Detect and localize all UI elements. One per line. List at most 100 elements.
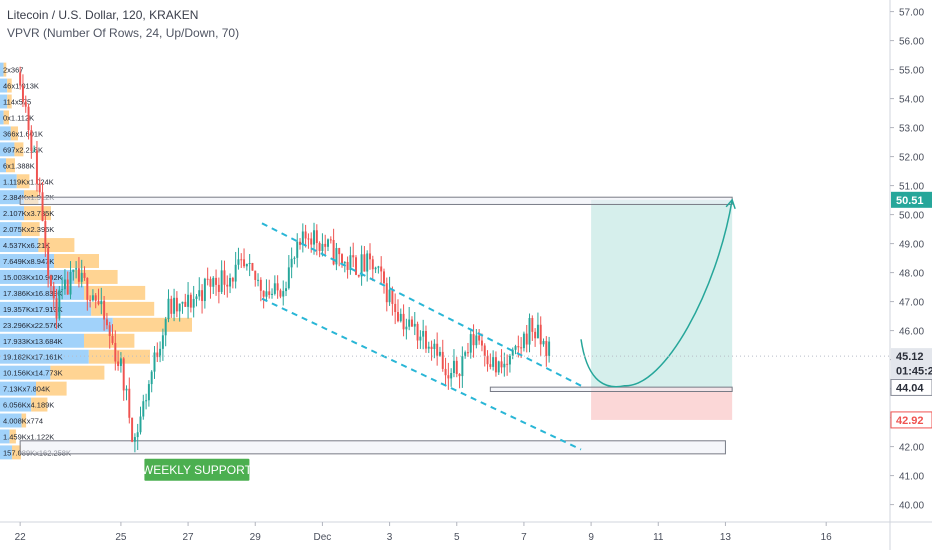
vp-bar-down: [91, 301, 155, 316]
candle-body: [181, 301, 184, 304]
candle-body: [226, 284, 229, 287]
vp-bar-down: [14, 142, 24, 157]
candle-body: [497, 361, 500, 373]
candle-body: [159, 348, 162, 358]
candle-body: [150, 371, 153, 385]
candle-body: [343, 261, 346, 264]
candle-body: [287, 267, 290, 289]
candle-body: [332, 240, 335, 265]
candle-body: [192, 298, 195, 308]
candle-body: [167, 298, 170, 320]
candle-body: [63, 279, 66, 290]
candle-body: [139, 416, 142, 433]
candle-body: [349, 255, 352, 270]
candle-body: [240, 259, 243, 261]
vp-bar-up: [0, 333, 84, 348]
x-tick-label: 29: [250, 532, 262, 543]
candle-body: [313, 230, 315, 245]
candle-body: [338, 248, 341, 255]
candle-body: [290, 258, 293, 268]
candle-body: [156, 352, 159, 358]
price-tag-last-text: 45.12: [896, 351, 924, 363]
vp-row-label: 4.537Kx6.21K: [3, 241, 50, 250]
vp-row-label: 2.075Kx2.396K: [3, 225, 54, 234]
vp-bar-down: [54, 254, 99, 268]
vp-bar-up: [0, 126, 11, 141]
candle-body: [145, 400, 148, 402]
candle-body: [318, 242, 321, 251]
candle-body: [480, 340, 483, 346]
candle-body: [77, 268, 80, 282]
candle-body: [511, 349, 514, 356]
candle-body: [525, 333, 528, 345]
vp-row-label: 0x1.112K: [3, 113, 34, 122]
candle-body: [508, 355, 511, 365]
candle-body: [271, 293, 274, 295]
target-zone: [591, 199, 733, 388]
x-tick-label: 7: [521, 532, 527, 543]
vp-bar-up: [0, 429, 10, 444]
trend-lines: WEEKLY SUPPORT: [142, 198, 736, 481]
candle-body: [410, 319, 413, 327]
candle-body: [293, 257, 296, 259]
candle-body: [472, 334, 475, 346]
candle-body: [164, 319, 167, 336]
candle-body: [528, 318, 531, 345]
candle-body: [97, 300, 100, 305]
candle-body: [220, 270, 223, 292]
candle-body: [450, 372, 453, 379]
candle-body: [324, 243, 327, 247]
vp-bar-up: [0, 381, 36, 396]
candle-body: [75, 268, 78, 270]
x-tick-label: 16: [821, 532, 833, 543]
candle-body: [296, 241, 299, 258]
indicator-label[interactable]: VPVR (Number Of Rows, 24, Up/Down, 70): [7, 26, 240, 40]
candle-body: [402, 313, 405, 330]
candle-body: [441, 351, 444, 369]
candle-body: [184, 301, 187, 307]
vp-row-label: 19.357Kx17.913K: [3, 305, 63, 314]
vp-row-label: 46x1.013K: [3, 82, 39, 91]
candle-body: [231, 277, 234, 282]
vp-bar-up: [0, 269, 75, 284]
vp-bar-down: [6, 158, 15, 173]
candle-body: [534, 331, 537, 339]
candle-body: [178, 303, 181, 312]
candle-body: [545, 341, 548, 357]
candle-body: [114, 342, 117, 362]
candle-body: [206, 278, 209, 280]
vp-row-label: 6.056Kx4.189K: [3, 401, 54, 410]
vp-bar-up: [0, 254, 54, 268]
candle-body: [279, 290, 282, 297]
candle-body: [245, 263, 248, 267]
candle-body: [433, 343, 436, 349]
candle-body: [257, 279, 260, 281]
candle-body: [119, 358, 122, 366]
candle-body: [201, 290, 204, 302]
candle-body: [548, 341, 551, 357]
candle-body: [458, 373, 461, 377]
candle-body: [405, 326, 408, 330]
weekly-support-label: [144, 458, 250, 481]
vp-bar-down: [36, 381, 67, 396]
vp-bar-up: [0, 238, 39, 253]
vp-bar-up: [0, 301, 92, 316]
price-tag-target: [891, 191, 932, 208]
candle-body: [142, 401, 145, 417]
projection-curve: [580, 199, 733, 388]
candle-body: [520, 347, 523, 349]
candle-body: [492, 357, 495, 367]
vp-bar-down: [9, 429, 16, 444]
x-tick-label: 13: [720, 532, 732, 543]
vp-bar-up: [0, 222, 22, 237]
candle-body: [427, 346, 430, 349]
candle-body: [52, 286, 55, 299]
candle-body: [69, 271, 72, 295]
candle-body: [469, 334, 472, 353]
x-tick-label: 5: [454, 532, 460, 543]
candle-body: [416, 323, 419, 341]
candle-body: [237, 259, 240, 265]
candle-body: [111, 336, 114, 343]
chart-title[interactable]: Litecoin / U.S. Dollar, 120, KRAKEN: [7, 8, 199, 22]
